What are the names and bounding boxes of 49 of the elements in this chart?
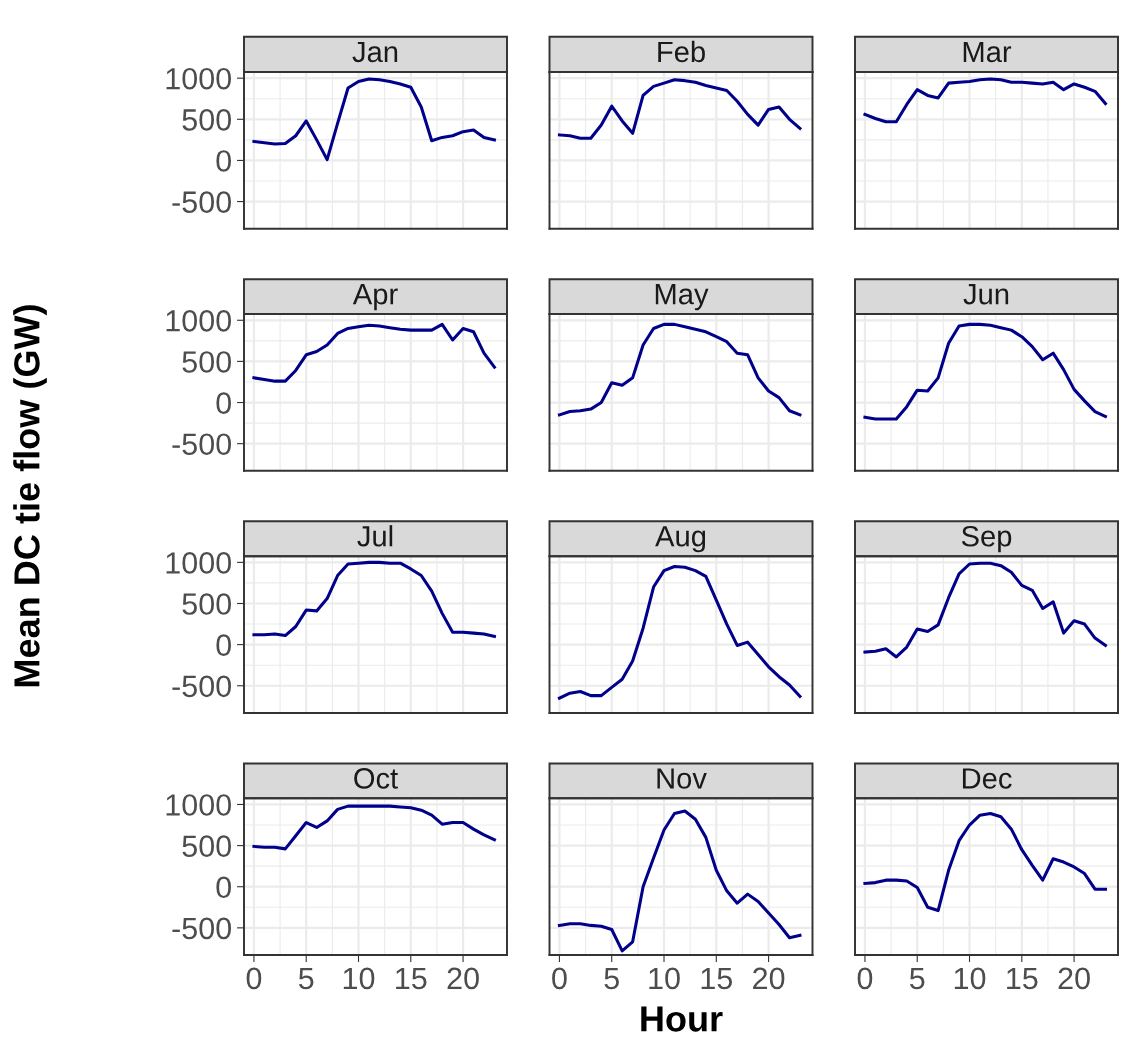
y-tick-label: 1000 bbox=[166, 67, 232, 90]
chart-title: Oct bbox=[354, 768, 398, 789]
x-axis-title: Hour bbox=[641, 1006, 723, 1032]
x-tick-label: 10 bbox=[343, 967, 375, 990]
y-tick-label: -500 bbox=[172, 675, 232, 698]
x-tick-label: 20 bbox=[753, 967, 785, 990]
x-tick-label: 0 bbox=[552, 967, 567, 990]
x-tick-label: 15 bbox=[701, 967, 733, 990]
y-tick-label: 0 bbox=[216, 634, 231, 656]
y-tick-label: 0 bbox=[216, 392, 231, 414]
line-series bbox=[252, 77, 496, 162]
x-tick-label: 5 bbox=[909, 967, 925, 990]
chart-title: Feb bbox=[658, 40, 705, 63]
chart-title: Jun bbox=[963, 284, 1009, 305]
x-tick-label: 15 bbox=[396, 967, 427, 990]
y-tick-label: 1000 bbox=[166, 794, 232, 816]
chart-title: Aug bbox=[655, 526, 706, 553]
x-tick-label: 10 bbox=[649, 967, 680, 990]
x-tick-label: 0 bbox=[857, 967, 873, 990]
chart-title: May bbox=[655, 284, 709, 311]
chart-title: Sep bbox=[961, 525, 1012, 553]
y-tick-label: -500 bbox=[172, 433, 232, 456]
x-tick-label: 10 bbox=[954, 967, 986, 990]
x-tick-label: 15 bbox=[1007, 967, 1038, 990]
y-tick-label: -500 bbox=[172, 191, 232, 213]
x-tick-label: 5 bbox=[604, 967, 619, 990]
x-tick-label: 20 bbox=[1058, 967, 1090, 990]
chart-title: Dec bbox=[962, 768, 1012, 789]
y-tick-label: 500 bbox=[182, 835, 231, 857]
chart-title: Mar bbox=[963, 41, 1012, 63]
x-tick-label: 20 bbox=[447, 967, 479, 990]
y-tick-label: 0 bbox=[216, 876, 231, 899]
line-series bbox=[252, 804, 496, 851]
y-tick-label: 1000 bbox=[166, 310, 232, 332]
y-tick-label: 500 bbox=[182, 351, 231, 373]
y-tick-label: 0 bbox=[216, 150, 231, 172]
y-tick-label: 1000 bbox=[166, 552, 232, 574]
y-tick-label: 500 bbox=[182, 109, 231, 131]
chart-title: Nov bbox=[657, 768, 707, 789]
y-tick-label: 500 bbox=[182, 593, 231, 615]
y-tick-label: -500 bbox=[172, 917, 232, 940]
x-tick-label: 0 bbox=[246, 967, 262, 990]
line-series bbox=[252, 322, 496, 383]
line-series bbox=[252, 560, 496, 638]
chart-title: Jan bbox=[352, 41, 398, 63]
chart-title: Apr bbox=[352, 284, 398, 311]
x-tick-label: 5 bbox=[298, 967, 314, 990]
chart-title: Jul bbox=[357, 525, 393, 547]
y-axis-title: Mean DC tie flow (GW) bbox=[13, 305, 47, 687]
